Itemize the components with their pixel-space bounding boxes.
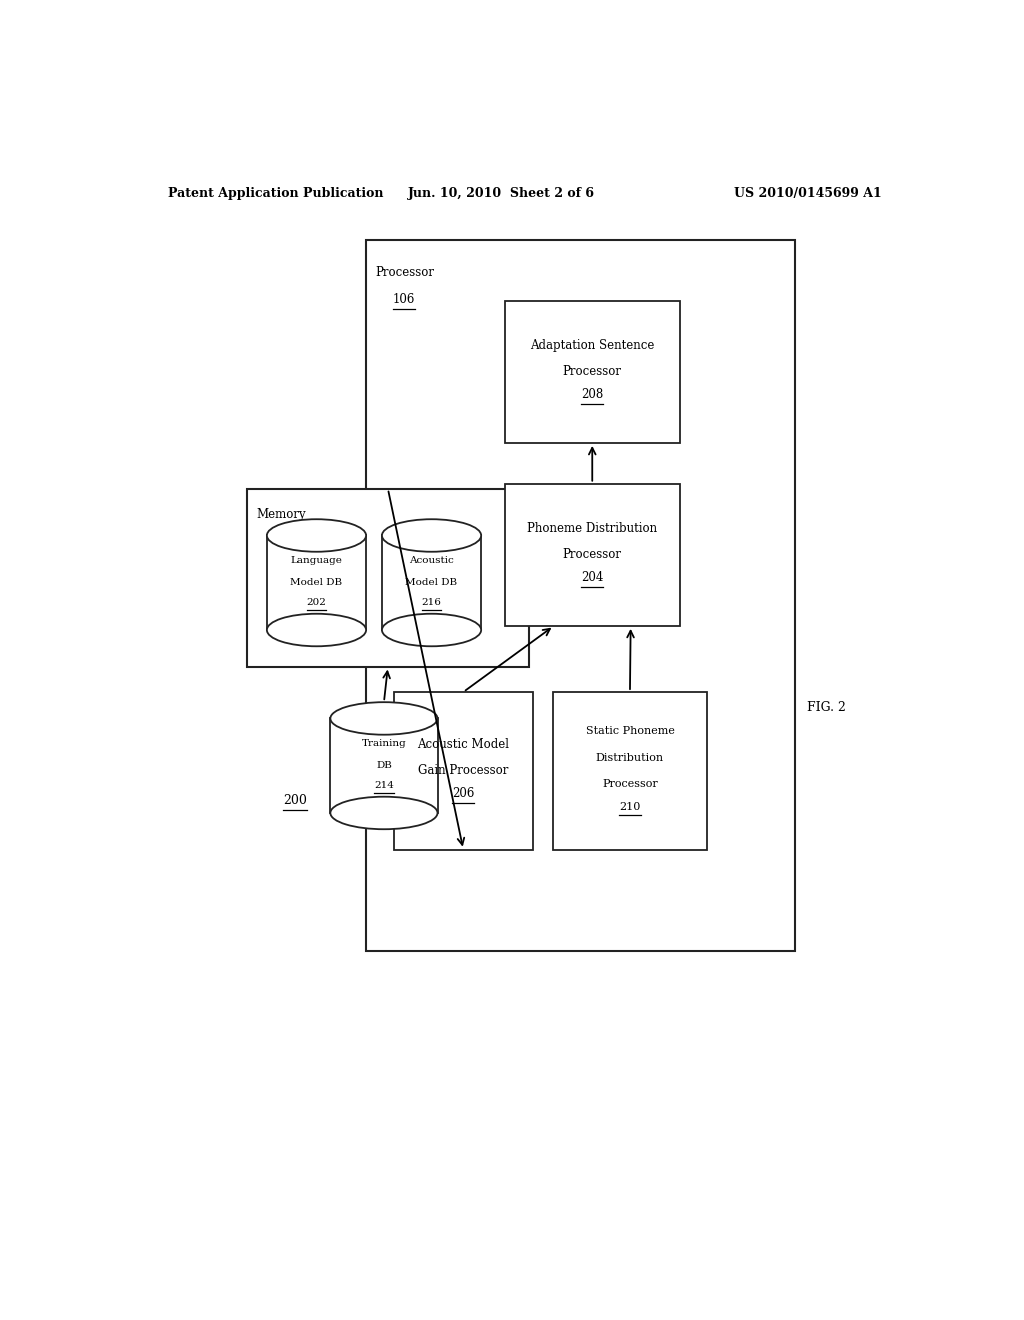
- Text: 214: 214: [374, 781, 394, 791]
- Text: Processor: Processor: [376, 265, 434, 279]
- Text: DB: DB: [376, 762, 392, 770]
- Text: Phoneme Distribution: Phoneme Distribution: [527, 521, 657, 535]
- Text: 208: 208: [582, 388, 603, 401]
- Bar: [247, 488, 528, 667]
- Text: Jun. 10, 2010  Sheet 2 of 6: Jun. 10, 2010 Sheet 2 of 6: [408, 187, 595, 201]
- Ellipse shape: [382, 519, 481, 552]
- Bar: [505, 483, 680, 626]
- Text: Training: Training: [361, 739, 407, 748]
- Text: 202: 202: [306, 598, 327, 607]
- Bar: [267, 536, 367, 630]
- Ellipse shape: [331, 702, 437, 735]
- Ellipse shape: [331, 797, 437, 829]
- Text: Gain Processor: Gain Processor: [418, 764, 509, 777]
- Text: 106: 106: [393, 293, 416, 306]
- Ellipse shape: [267, 614, 367, 647]
- Text: Model DB: Model DB: [406, 578, 458, 587]
- Bar: [382, 536, 481, 630]
- Bar: [331, 718, 437, 813]
- Text: Model DB: Model DB: [291, 578, 343, 587]
- Text: Processor: Processor: [602, 779, 657, 789]
- Text: Language: Language: [291, 556, 342, 565]
- Text: Processor: Processor: [563, 548, 622, 561]
- Text: Acoustic Model: Acoustic Model: [418, 738, 509, 751]
- Bar: [553, 692, 708, 850]
- Text: Static Phoneme: Static Phoneme: [586, 726, 675, 737]
- Ellipse shape: [267, 519, 367, 552]
- Text: Processor: Processor: [563, 366, 622, 379]
- Ellipse shape: [382, 614, 481, 647]
- Text: 206: 206: [453, 787, 474, 800]
- Text: 108: 108: [267, 529, 290, 543]
- Text: Acoustic: Acoustic: [410, 556, 454, 565]
- Bar: [394, 692, 532, 850]
- Bar: [367, 240, 795, 952]
- Text: Memory: Memory: [257, 508, 306, 520]
- Text: US 2010/0145699 A1: US 2010/0145699 A1: [734, 187, 882, 201]
- Text: FIG. 2: FIG. 2: [807, 701, 846, 714]
- Bar: [505, 301, 680, 444]
- Text: 200: 200: [283, 793, 306, 807]
- Text: Distribution: Distribution: [596, 752, 664, 763]
- Text: Patent Application Publication: Patent Application Publication: [168, 187, 383, 201]
- Text: 210: 210: [620, 803, 641, 812]
- Text: 216: 216: [422, 598, 441, 607]
- Text: 204: 204: [581, 572, 603, 585]
- Text: Adaptation Sentence: Adaptation Sentence: [530, 339, 654, 352]
